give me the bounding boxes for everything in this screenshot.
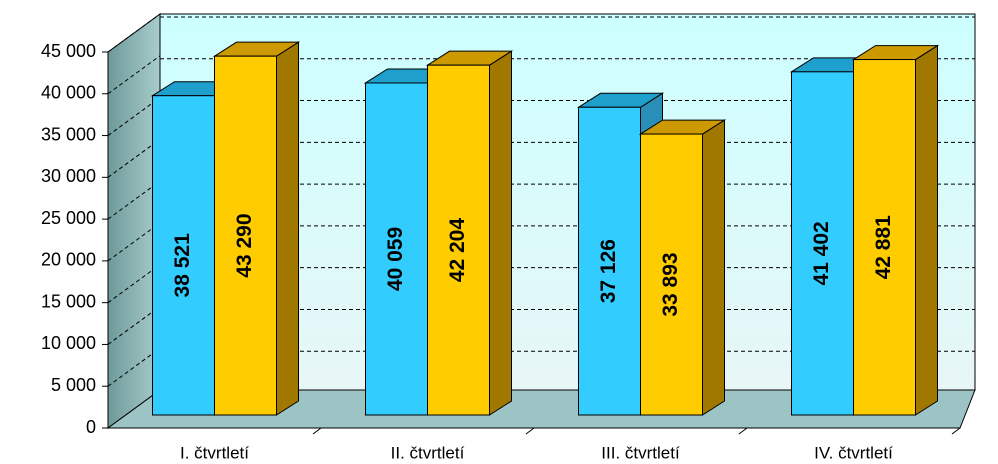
bar-side — [276, 41, 299, 416]
bar — [427, 64, 490, 416]
bar — [365, 82, 428, 416]
bar — [578, 106, 641, 416]
side-grid-line — [107, 13, 161, 53]
y-tick-label: 15 000 — [41, 291, 96, 311]
value-label: 42 204 — [446, 218, 469, 283]
bar-side — [702, 119, 725, 416]
y-tick-label: 35 000 — [41, 124, 96, 144]
x-tick-mark — [312, 427, 322, 435]
value-label: 38 521 — [171, 233, 194, 298]
y-tick-label: 40 000 — [41, 83, 96, 103]
value-label: 42 881 — [872, 215, 895, 280]
side-grid-line — [107, 55, 161, 95]
side-grid-line — [107, 138, 161, 178]
value-label: 37 126 — [597, 239, 620, 303]
value-label: 33 893 — [659, 252, 682, 316]
y-tick-label: 30 000 — [41, 166, 96, 186]
x-tick-mark — [738, 427, 748, 435]
x-tick-label: IV. čtvrtletí — [814, 443, 893, 462]
bar — [214, 55, 277, 416]
bar-side — [915, 44, 938, 416]
x-tick-mark — [951, 427, 961, 435]
side-grid-line — [107, 180, 161, 220]
bar — [853, 59, 916, 416]
y-tick-label: 0 — [86, 417, 96, 437]
x-tick-label: II. čtvrtletí — [391, 443, 465, 462]
y-tick-label: 45 000 — [41, 41, 96, 61]
side-grid-line — [107, 347, 161, 387]
y-tick-label: 10 000 — [41, 333, 96, 353]
side-grid-line — [107, 97, 161, 136]
y-tick-label: 25 000 — [41, 208, 96, 228]
bar — [791, 71, 854, 416]
side-grid-line — [107, 222, 161, 262]
side-grid-line — [107, 264, 161, 304]
y-tick-label: 5 000 — [51, 375, 96, 395]
bar — [640, 133, 703, 416]
x-tick-label: III. čtvrtletí — [601, 443, 680, 462]
bar-side — [489, 50, 512, 416]
side-grid-line — [107, 306, 161, 345]
value-label: 43 290 — [233, 213, 256, 277]
bar — [152, 95, 215, 416]
value-label: 40 059 — [384, 227, 407, 291]
x-tick-label: I. čtvrtletí — [180, 443, 249, 462]
x-tick-mark — [525, 427, 535, 435]
value-label: 41 402 — [810, 221, 833, 285]
y-tick-label: 20 000 — [41, 250, 96, 270]
